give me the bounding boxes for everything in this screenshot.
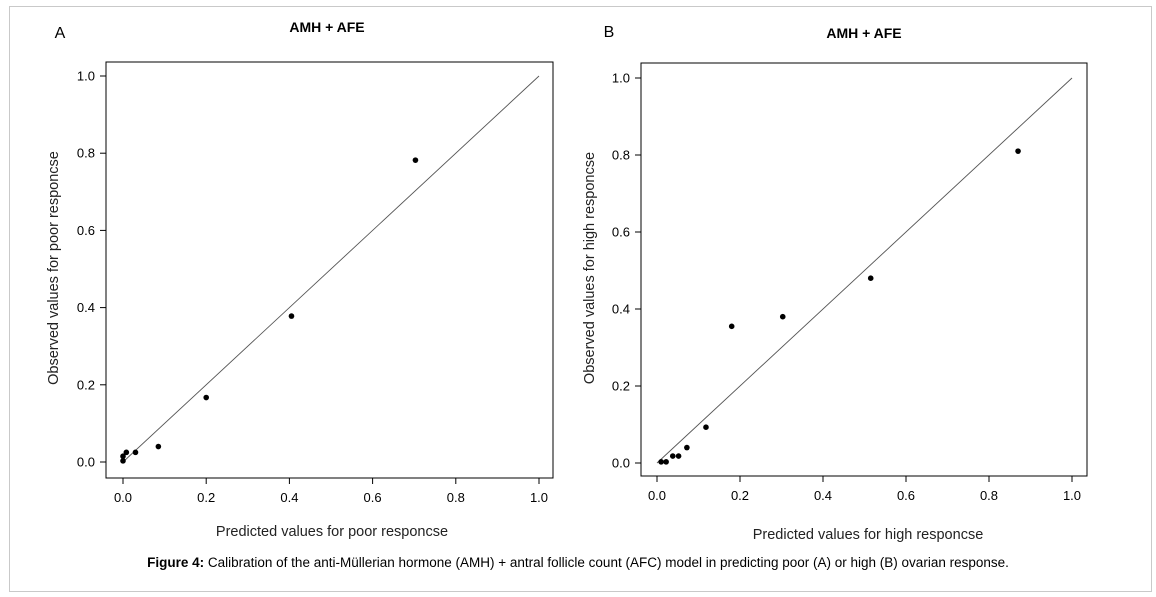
y-tick-label: 0.4 <box>77 300 95 315</box>
y-tick-label: 0.0 <box>77 455 95 470</box>
data-point <box>132 449 139 456</box>
y-tick-label: 1.0 <box>77 69 95 84</box>
x-axis-label: Predicted values for high responcse <box>753 527 984 543</box>
x-tick-label: 0.0 <box>114 490 132 505</box>
data-point <box>675 453 682 459</box>
y-axis-label: Observed values for poor responcse <box>46 151 62 385</box>
x-tick-label: 0.4 <box>814 488 832 503</box>
plot-box <box>105 61 554 479</box>
x-tick-label: 1.0 <box>530 490 548 505</box>
panel-b: B AMH + AFE 0.0 0.2 0.4 0.6 0.8 1.0 0.0 0.2 0.4 0.6… <box>582 24 1088 543</box>
x-tick-label: 0.2 <box>731 488 749 503</box>
y-tick-label: 0.4 <box>612 302 630 317</box>
data-point <box>867 275 874 282</box>
plot-box <box>640 62 1088 477</box>
caption-text: Calibration of the anti-Müllerian hormon… <box>207 555 1009 570</box>
data-point <box>684 444 690 451</box>
chart-title: AMH + AFE <box>289 19 364 35</box>
panel-letter: A <box>55 25 66 42</box>
data-point <box>123 449 130 456</box>
y-tick-label: 0.2 <box>77 377 95 392</box>
y-tick-label: 0.6 <box>612 225 630 240</box>
figure-frame <box>9 6 1152 592</box>
y-tick-label: 0.0 <box>612 456 630 471</box>
x-axis-label: Predicted values for poor responcse <box>216 524 448 540</box>
data-point <box>412 157 419 163</box>
x-tick-label: 0.6 <box>897 488 915 503</box>
x-tick-label: 1.0 <box>1063 488 1081 503</box>
figure-caption: Figure 4: Calibration of the anti-Müller… <box>0 555 1156 570</box>
data-point <box>288 313 295 319</box>
y-tick-label: 1.0 <box>612 71 630 86</box>
reference-line <box>656 77 1073 464</box>
y-axis-label: Observed values for high responcse <box>582 152 598 384</box>
data-point <box>155 443 162 450</box>
y-tick-label: 0.6 <box>77 223 95 238</box>
caption-label: Figure 4: <box>147 555 205 570</box>
data-point <box>203 394 209 401</box>
x-tick-label: 0.2 <box>197 490 215 505</box>
x-tick-label: 0.8 <box>980 488 998 503</box>
x-tick-label: 0.8 <box>447 490 465 505</box>
data-point <box>779 313 786 320</box>
x-tick-label: 0.6 <box>364 490 382 505</box>
data-point <box>1015 148 1021 154</box>
data-point <box>703 424 709 430</box>
y-tick-label: 0.8 <box>77 146 95 161</box>
x-tick-label: 0.0 <box>648 488 666 503</box>
reference-line <box>122 75 540 463</box>
data-point <box>669 453 676 459</box>
data-point <box>728 323 735 330</box>
panel-letter: B <box>604 24 615 41</box>
panel-a: A AMH + AFE 0.0 0.2 0.4 0.6 0.8 1.0 0.0 0.2 0.4 0.6… <box>46 19 554 540</box>
x-tick-label: 0.4 <box>280 490 298 505</box>
data-point <box>120 458 126 464</box>
y-tick-label: 0.2 <box>612 379 630 394</box>
data-point <box>120 453 126 460</box>
y-tick-label: 0.8 <box>612 148 630 163</box>
data-point <box>658 459 664 465</box>
data-point <box>663 459 669 465</box>
chart-title: AMH + AFE <box>826 25 901 41</box>
